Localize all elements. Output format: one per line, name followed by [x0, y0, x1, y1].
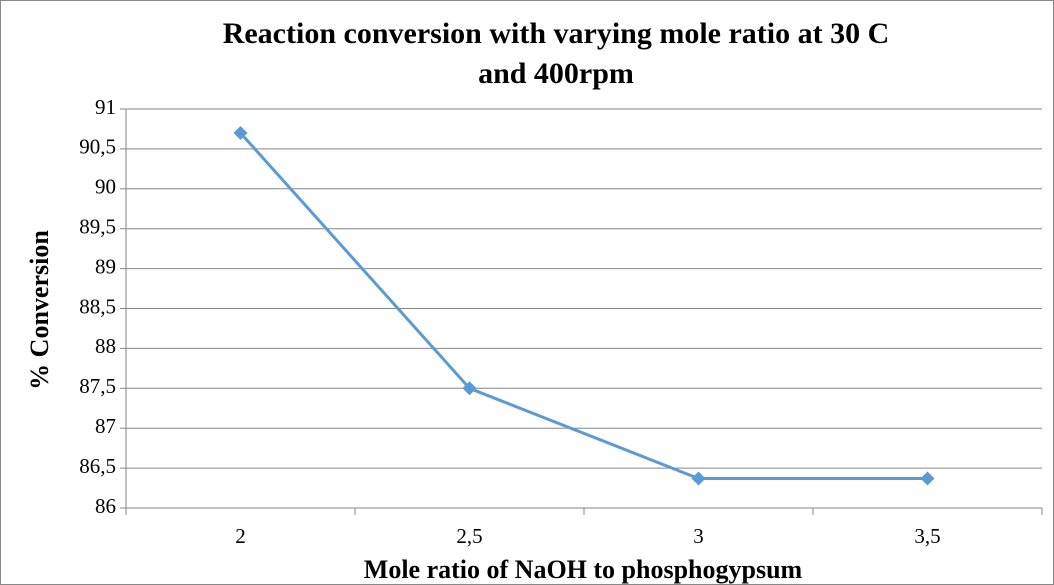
chart-title: and 400rpm — [478, 57, 634, 90]
y-tick-label: 86,5 — [79, 454, 116, 478]
y-tick-label: 90,5 — [79, 135, 116, 159]
data-marker — [462, 381, 477, 396]
y-tick-label: 88,5 — [79, 294, 116, 318]
data-marker — [691, 471, 706, 486]
y-tick-label: 89,5 — [79, 215, 116, 239]
data-line — [239, 131, 928, 480]
data-marker — [920, 471, 935, 486]
y-tick-label: 87 — [95, 414, 116, 438]
x-tick-label: 3 — [693, 524, 704, 548]
data-marker — [233, 125, 248, 140]
x-axis-label: Mole ratio of NaOH to phosphogypsum — [364, 555, 803, 584]
y-tick-label: 86 — [95, 494, 116, 518]
y-tick-label: 91 — [95, 95, 116, 119]
x-tick-label: 2,5 — [456, 524, 482, 548]
chart-title: Reaction conversion with varying mole ra… — [223, 17, 890, 50]
x-tick-label: 3,5 — [914, 524, 940, 548]
y-tick-label: 87,5 — [79, 374, 116, 398]
y-tick-label: 88 — [95, 334, 116, 358]
y-axis-label: % Conversion — [25, 230, 54, 390]
x-tick-label: 2 — [235, 524, 246, 548]
y-tick-label: 90 — [95, 175, 116, 199]
y-tick-label: 89 — [95, 254, 116, 278]
